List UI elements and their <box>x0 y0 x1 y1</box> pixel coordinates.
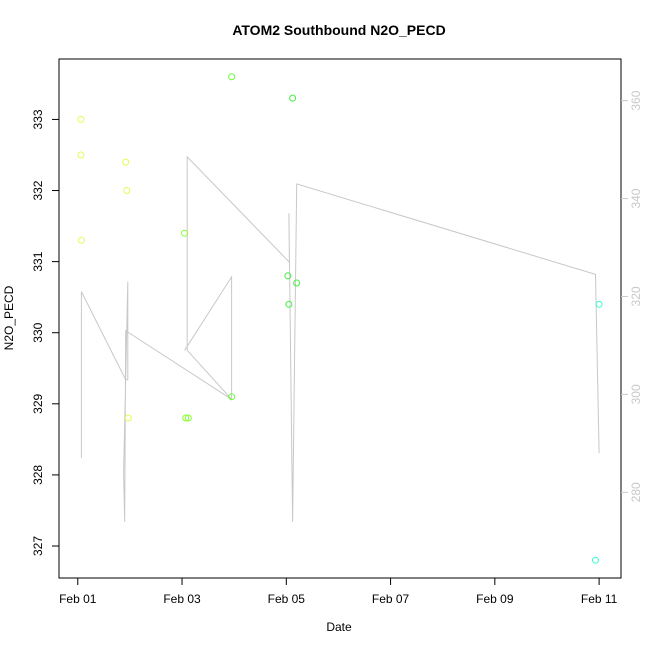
data-point <box>595 300 603 308</box>
y-axis-left: 327 328 329 330 331 332 333 <box>31 109 59 556</box>
data-point <box>592 556 599 564</box>
data-point <box>124 414 132 422</box>
series-line <box>80 155 600 522</box>
data-point <box>285 300 293 308</box>
data-point <box>184 414 192 422</box>
y-axis-label: N2O_PECD <box>2 285 16 350</box>
y-axis-right: 280 300 320 340 360 <box>621 90 643 502</box>
data-point <box>77 236 85 244</box>
y2-tick-label: 300 <box>629 384 643 404</box>
data-point <box>182 414 190 422</box>
data-point <box>77 115 85 123</box>
y-tick-label: 332 <box>31 180 45 200</box>
data-point <box>181 229 189 237</box>
x-tick-label: Feb 05 <box>268 592 306 606</box>
y-tick-label: 333 <box>31 109 45 129</box>
x-axis-label: Date <box>326 620 352 634</box>
y-tick-label: 329 <box>31 393 45 413</box>
x-tick-label: Feb 03 <box>163 592 201 606</box>
data-point <box>77 151 85 159</box>
y2-tick-label: 340 <box>629 188 643 208</box>
line-series <box>80 155 600 522</box>
y-tick-label: 330 <box>31 322 45 342</box>
x-tick-label: Feb 01 <box>59 592 97 606</box>
y2-tick-label: 280 <box>629 482 643 502</box>
data-point <box>289 94 297 102</box>
chart-title: ATOM2 Southbound N2O_PECD <box>232 22 445 38</box>
y-tick-label: 328 <box>31 465 45 485</box>
y-tick-label: 327 <box>31 536 45 556</box>
data-point <box>228 393 236 401</box>
plot-frame <box>58 58 622 579</box>
x-axis: Feb 01 Feb 03 Feb 05 Feb 07 Feb 09 Feb 11 <box>59 577 618 606</box>
y-tick-label: 331 <box>31 251 45 271</box>
data-point <box>293 279 301 287</box>
data-point <box>284 272 292 280</box>
x-tick-label: Feb 09 <box>476 592 514 606</box>
y2-tick-label: 320 <box>629 286 643 306</box>
data-point <box>123 187 131 194</box>
y2-tick-label: 360 <box>629 90 643 110</box>
data-point <box>122 158 130 166</box>
x-tick-label: Feb 11 <box>581 592 618 606</box>
data-point <box>228 73 236 81</box>
x-tick-label: Feb 07 <box>372 592 410 606</box>
data-points <box>77 73 603 564</box>
